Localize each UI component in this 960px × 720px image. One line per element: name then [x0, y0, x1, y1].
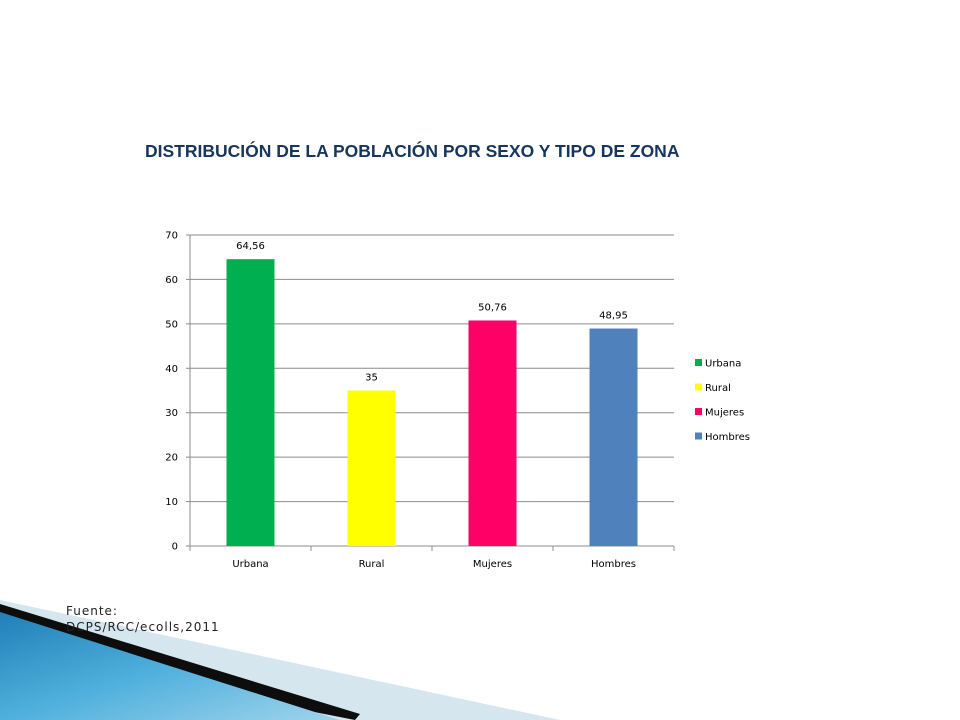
bar-mujeres: [468, 320, 517, 546]
legend-label: Urbana: [705, 359, 741, 370]
legend-label: Mujeres: [705, 408, 744, 419]
y-tick-label: 30: [165, 408, 178, 419]
bars: [226, 259, 638, 546]
data-label: 64,56: [236, 241, 265, 252]
x-tick-label: Hombres: [591, 559, 636, 570]
data-label: 35: [365, 373, 378, 384]
y-tick-label: 60: [165, 275, 178, 286]
x-tick-labels: Urbana Rural Mujeres Hombres: [232, 559, 636, 570]
page-title: DISTRIBUCIÓN DE LA POBLACIÓN POR SEXO Y …: [145, 141, 680, 161]
y-tick-labels: 0 10 20 30 40 50 60 70: [165, 231, 178, 553]
y-tick-label: 50: [165, 319, 178, 330]
y-tick-label: 0: [172, 542, 178, 553]
x-tick-label: Mujeres: [473, 559, 512, 570]
legend-swatch: [695, 408, 702, 415]
data-label: 50,76: [478, 302, 507, 313]
legend-swatch: [695, 359, 702, 366]
x-tick-label: Urbana: [232, 559, 268, 570]
y-tick-label: 40: [165, 364, 178, 375]
y-tick-label: 10: [165, 497, 178, 508]
source-label: Fuente:: [66, 604, 118, 618]
legend-swatch: [695, 432, 702, 440]
legend-label: Hombres: [705, 432, 750, 443]
y-tick-label: 20: [165, 453, 178, 464]
y-tick-label: 70: [165, 231, 178, 242]
bar-urbana: [226, 259, 275, 546]
source-value: DCPS/RCC/ecolls,2011: [66, 620, 220, 634]
data-label: 48,95: [599, 311, 628, 322]
bar-hombres: [589, 328, 638, 546]
corner-black-stripe: [0, 604, 360, 720]
legend: Urbana Rural Mujeres Hombres: [695, 359, 750, 443]
corner-blue-stripe: [0, 612, 340, 720]
source-note: Fuente: DCPS/RCC/ecolls,2011: [66, 603, 220, 635]
bar-rural: [347, 390, 396, 546]
legend-label: Rural: [705, 383, 731, 394]
legend-swatch: [695, 383, 702, 391]
x-tick-label: Rural: [359, 559, 385, 570]
data-labels: 64,56 35 50,76 48,95: [236, 241, 628, 383]
